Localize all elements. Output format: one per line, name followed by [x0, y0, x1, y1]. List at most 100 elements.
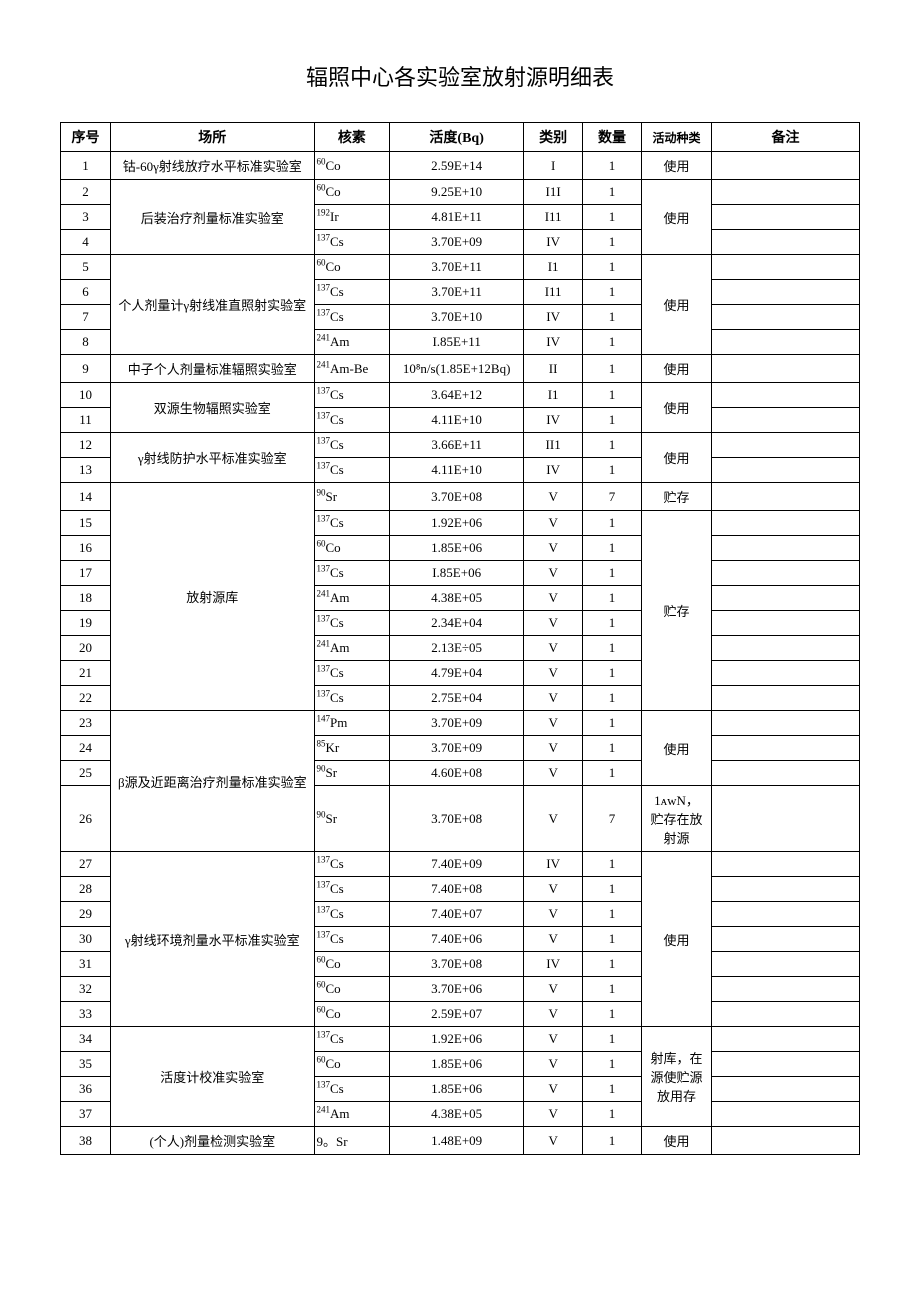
cell-nuclide: 60Co — [314, 977, 390, 1002]
cell-activity: 2.59E+07 — [390, 1002, 524, 1027]
page-title: 辐照中心各实验室放射源明细表 — [60, 60, 860, 92]
cell-place: γ射线防护水平标准实验室 — [111, 433, 314, 483]
cell-category: II1 — [524, 433, 583, 458]
cell-quantity: 1 — [583, 355, 642, 383]
cell-quantity: 1 — [583, 1077, 642, 1102]
cell-category: V — [524, 977, 583, 1002]
cell-category: V — [524, 736, 583, 761]
table-row: 5个人剂量计γ射线准直照射实验室60Co3.70E+11I11使用 — [61, 255, 860, 280]
cell-nuclide: 137Cs — [314, 686, 390, 711]
cell-quantity: 1 — [583, 952, 642, 977]
cell-remark — [712, 1127, 860, 1155]
cell-remark — [712, 561, 860, 586]
cell-nuclide: 137Cs — [314, 902, 390, 927]
cell-seq: 1 — [61, 152, 111, 180]
cell-category: V — [524, 877, 583, 902]
cell-activity: 2.59E+14 — [390, 152, 524, 180]
cell-category: V — [524, 902, 583, 927]
cell-seq: 20 — [61, 636, 111, 661]
cell-seq: 36 — [61, 1077, 111, 1102]
cell-activity: 3.70E+08 — [390, 786, 524, 852]
cell-nuclide: 137Cs — [314, 408, 390, 433]
table-row: 38(个人)剂量检测实验室9。Sr1.48E+09V1使用 — [61, 1127, 860, 1155]
cell-quantity: 1 — [583, 408, 642, 433]
table-row: 27γ射线环境剂量水平标准实验室137Cs7.40E+09IV1使用 — [61, 852, 860, 877]
cell-activity: 2.34E+04 — [390, 611, 524, 636]
cell-place: (个人)剂量检测实验室 — [111, 1127, 314, 1155]
cell-seq: 3 — [61, 205, 111, 230]
cell-remark — [712, 736, 860, 761]
cell-seq: 31 — [61, 952, 111, 977]
cell-seq: 26 — [61, 786, 111, 852]
cell-seq: 37 — [61, 1102, 111, 1127]
cell-category: V — [524, 761, 583, 786]
cell-nuclide: 137Cs — [314, 280, 390, 305]
cell-category: V — [524, 536, 583, 561]
cell-category: V — [524, 686, 583, 711]
cell-quantity: 1 — [583, 586, 642, 611]
cell-remark — [712, 205, 860, 230]
cell-nuclide: 137Cs — [314, 877, 390, 902]
cell-seq: 29 — [61, 902, 111, 927]
cell-nuclide: 60Co — [314, 152, 390, 180]
cell-quantity: 1 — [583, 877, 642, 902]
cell-nuclide: 137Cs — [314, 511, 390, 536]
cell-seq: 21 — [61, 661, 111, 686]
cell-place: γ射线环境剂量水平标准实验室 — [111, 852, 314, 1027]
cell-usage: 使用 — [642, 255, 712, 355]
cell-quantity: 1 — [583, 383, 642, 408]
cell-seq: 2 — [61, 180, 111, 205]
cell-activity: 3.70E+11 — [390, 280, 524, 305]
cell-quantity: 1 — [583, 536, 642, 561]
cell-usage: 使用 — [642, 433, 712, 483]
cell-nuclide: 90Sr — [314, 483, 390, 511]
cell-nuclide: 241Am — [314, 586, 390, 611]
cell-place: 活度计校准实验室 — [111, 1027, 314, 1127]
cell-quantity: 1 — [583, 230, 642, 255]
cell-activity: I.85E+11 — [390, 330, 524, 355]
cell-seq: 25 — [61, 761, 111, 786]
header-remark: 备注 — [712, 123, 860, 152]
cell-category: I1 — [524, 255, 583, 280]
cell-nuclide: 60Co — [314, 180, 390, 205]
cell-quantity: 1 — [583, 205, 642, 230]
cell-place: 双源生物辐照实验室 — [111, 383, 314, 433]
cell-nuclide: 90Sr — [314, 786, 390, 852]
cell-category: II — [524, 355, 583, 383]
cell-remark — [712, 686, 860, 711]
cell-remark — [712, 711, 860, 736]
cell-seq: 18 — [61, 586, 111, 611]
cell-quantity: 1 — [583, 433, 642, 458]
cell-remark — [712, 636, 860, 661]
cell-nuclide: 147Pm — [314, 711, 390, 736]
cell-seq: 15 — [61, 511, 111, 536]
cell-quantity: 1 — [583, 561, 642, 586]
cell-activity: 3.66E+11 — [390, 433, 524, 458]
cell-quantity: 1 — [583, 927, 642, 952]
cell-remark — [712, 1002, 860, 1027]
table-header-row: 序号 场所 核素 活度(Bq) 类别 数量 活动种类 备注 — [61, 123, 860, 152]
cell-activity: 4.11E+10 — [390, 458, 524, 483]
cell-nuclide: 137Cs — [314, 1027, 390, 1052]
cell-usage: 使用 — [642, 711, 712, 786]
table-row: 23β源及近距离治疗剂量标准实验室147Pm3.70E+09V1使用 — [61, 711, 860, 736]
cell-seq: 8 — [61, 330, 111, 355]
cell-remark — [712, 180, 860, 205]
cell-place: 钴-60γ射线放疗水平标准实验室 — [111, 152, 314, 180]
cell-category: V — [524, 1127, 583, 1155]
cell-nuclide: 137Cs — [314, 305, 390, 330]
cell-category: V — [524, 511, 583, 536]
cell-nuclide: 241Am — [314, 636, 390, 661]
header-quantity: 数量 — [583, 123, 642, 152]
cell-remark — [712, 458, 860, 483]
header-category: 类别 — [524, 123, 583, 152]
cell-seq: 32 — [61, 977, 111, 1002]
cell-nuclide: 192Ir — [314, 205, 390, 230]
cell-category: V — [524, 786, 583, 852]
cell-activity: 2.75E+04 — [390, 686, 524, 711]
cell-nuclide: 137Cs — [314, 433, 390, 458]
cell-seq: 7 — [61, 305, 111, 330]
header-place: 场所 — [111, 123, 314, 152]
cell-usage: 射库，在源使贮源放用存 — [642, 1027, 712, 1127]
table-row: 12γ射线防护水平标准实验室137Cs3.66E+11II11使用 — [61, 433, 860, 458]
